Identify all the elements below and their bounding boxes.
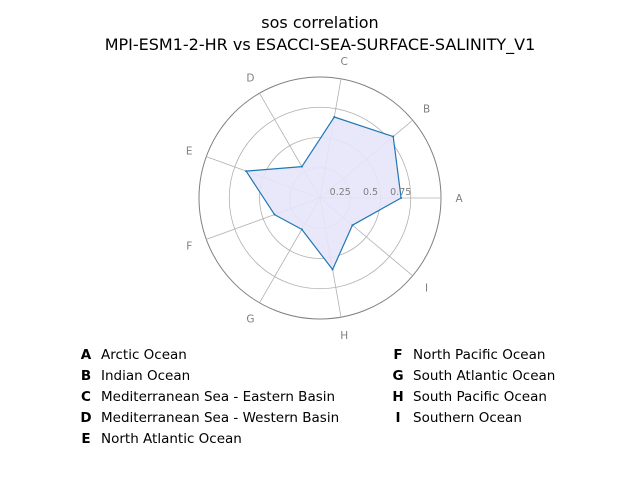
data-polygon <box>245 116 402 271</box>
ring-label-1: 0.5 <box>363 187 378 198</box>
legend-right: F North Pacific Ocean G South Atlantic Ocea… <box>385 346 555 430</box>
legend-left: A Arctic Ocean B Indian Ocean C Mediterranean… <box>73 346 339 451</box>
chart-title: sos correlation MPI-ESM1-2-HR vs ESACCI-… <box>0 12 640 56</box>
legend-label: Arctic Ocean <box>101 347 187 363</box>
legend-item-a: A Arctic Ocean <box>73 346 339 367</box>
category-label-a: A <box>456 193 464 205</box>
legend-item-b: B Indian Ocean <box>73 367 339 388</box>
category-label-g: G <box>246 314 254 326</box>
legend-label: Southern Ocean <box>413 410 522 426</box>
category-label-b: B <box>423 104 430 116</box>
ring-label-0: 0.25 <box>330 187 351 198</box>
legend-item-e: E North Atlantic Ocean <box>73 430 339 451</box>
legend-item-f: F North Pacific Ocean <box>385 346 555 367</box>
category-label-c: C <box>340 56 347 68</box>
legend-item-g: G South Atlantic Ocean <box>385 367 555 388</box>
data-point-f <box>273 213 276 216</box>
category-label-i: I <box>425 282 428 294</box>
legend-key: B <box>80 368 92 384</box>
legend-item-c: C Mediterranean Sea - Eastern Basin <box>73 388 339 409</box>
legend-item-d: D Mediterranean Sea - Western Basin <box>73 409 339 430</box>
legend-label: Mediterranean Sea - Eastern Basin <box>101 389 336 405</box>
legend-label: Indian Ocean <box>101 368 191 384</box>
data-point-a <box>400 197 403 199</box>
legend-item-h: H South Pacific Ocean <box>385 388 555 409</box>
data-point-d <box>300 165 303 168</box>
legend-key: A <box>80 347 92 363</box>
data-point-b <box>392 135 395 138</box>
legend-label: North Pacific Ocean <box>413 347 546 363</box>
category-label-d: D <box>246 72 254 84</box>
legend-key: E <box>81 431 91 447</box>
ring-label-2: 0.75 <box>390 187 411 198</box>
title: sos correlation <box>261 13 379 32</box>
data-point-g <box>300 228 303 231</box>
legend-label: Mediterranean Sea - Western Basin <box>101 410 340 426</box>
legend-key: F <box>393 347 403 363</box>
data-point-i <box>351 224 354 227</box>
legend-label: South Atlantic Ocean <box>413 368 556 384</box>
data-point-e <box>245 170 248 173</box>
legend-label: South Pacific Ocean <box>413 389 547 405</box>
legend-key: G <box>392 368 404 384</box>
legend-key: C <box>81 389 91 405</box>
legend-key: I <box>395 410 401 426</box>
legend-label: North Atlantic Ocean <box>101 431 242 447</box>
data-point-h <box>331 268 334 271</box>
legend-key: H <box>392 389 404 405</box>
category-label-f: F <box>186 241 192 253</box>
legend-key: D <box>80 410 92 426</box>
legend-item-i: I Southern Ocean <box>385 409 555 430</box>
data-point-c <box>333 115 336 118</box>
subtitle: MPI-ESM1-2-HR vs ESACCI-SEA-SURFACE-SALI… <box>104 35 536 54</box>
category-label-h: H <box>340 330 348 342</box>
category-label-e: E <box>186 145 193 157</box>
